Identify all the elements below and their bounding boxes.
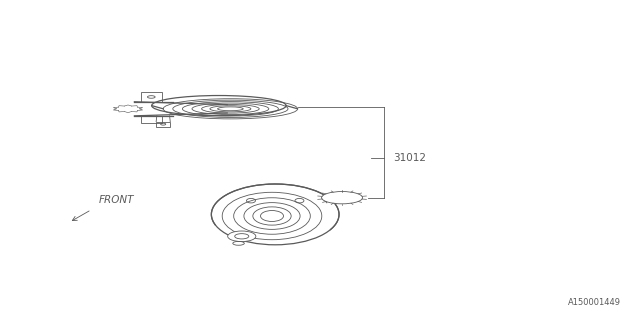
Text: A150001449: A150001449 — [568, 298, 621, 307]
Ellipse shape — [228, 231, 256, 242]
Text: 31012: 31012 — [394, 153, 427, 164]
Ellipse shape — [321, 192, 362, 204]
Text: FRONT: FRONT — [99, 195, 134, 205]
Ellipse shape — [211, 184, 339, 245]
